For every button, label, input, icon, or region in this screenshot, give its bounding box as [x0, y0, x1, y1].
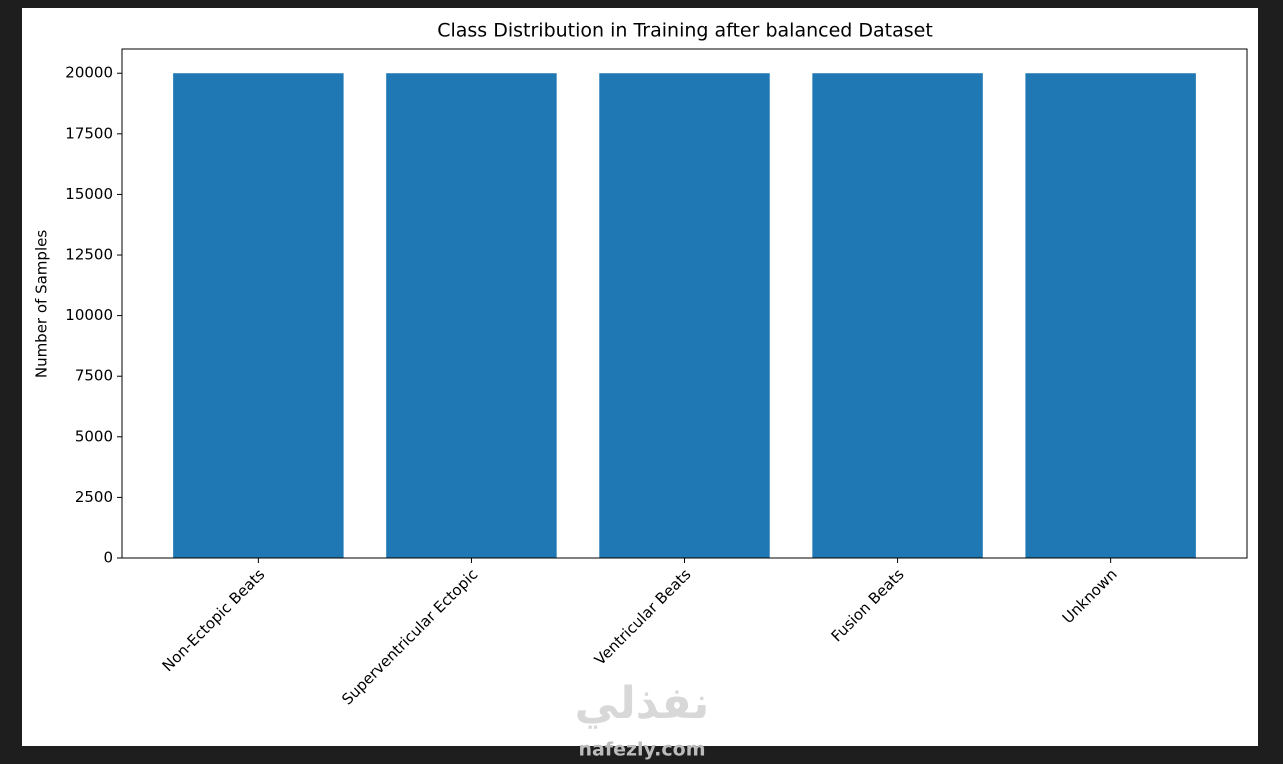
bar [173, 73, 344, 558]
y-tick-label: 7500 [75, 367, 113, 385]
bar [812, 73, 983, 558]
bar [386, 73, 557, 558]
y-tick-label: 2500 [75, 488, 113, 506]
y-tick-label: 10000 [65, 306, 113, 324]
y-tick-label: 20000 [65, 64, 113, 82]
y-tick-label: 5000 [75, 427, 113, 445]
y-axis-label: Number of Samples [33, 230, 51, 378]
y-tick-label: 17500 [65, 124, 113, 142]
bar [599, 73, 770, 558]
chart-title: Class Distribution in Training after bal… [437, 20, 933, 42]
watermark-logo: نفذلي [575, 678, 710, 729]
y-tick-label: 15000 [65, 185, 113, 203]
y-tick-label: 12500 [65, 246, 113, 264]
bar [1025, 73, 1196, 558]
plot-frame [121, 48, 1248, 559]
y-tick-label: 0 [103, 549, 113, 567]
watermark-site: nafezly.com [578, 739, 705, 761]
